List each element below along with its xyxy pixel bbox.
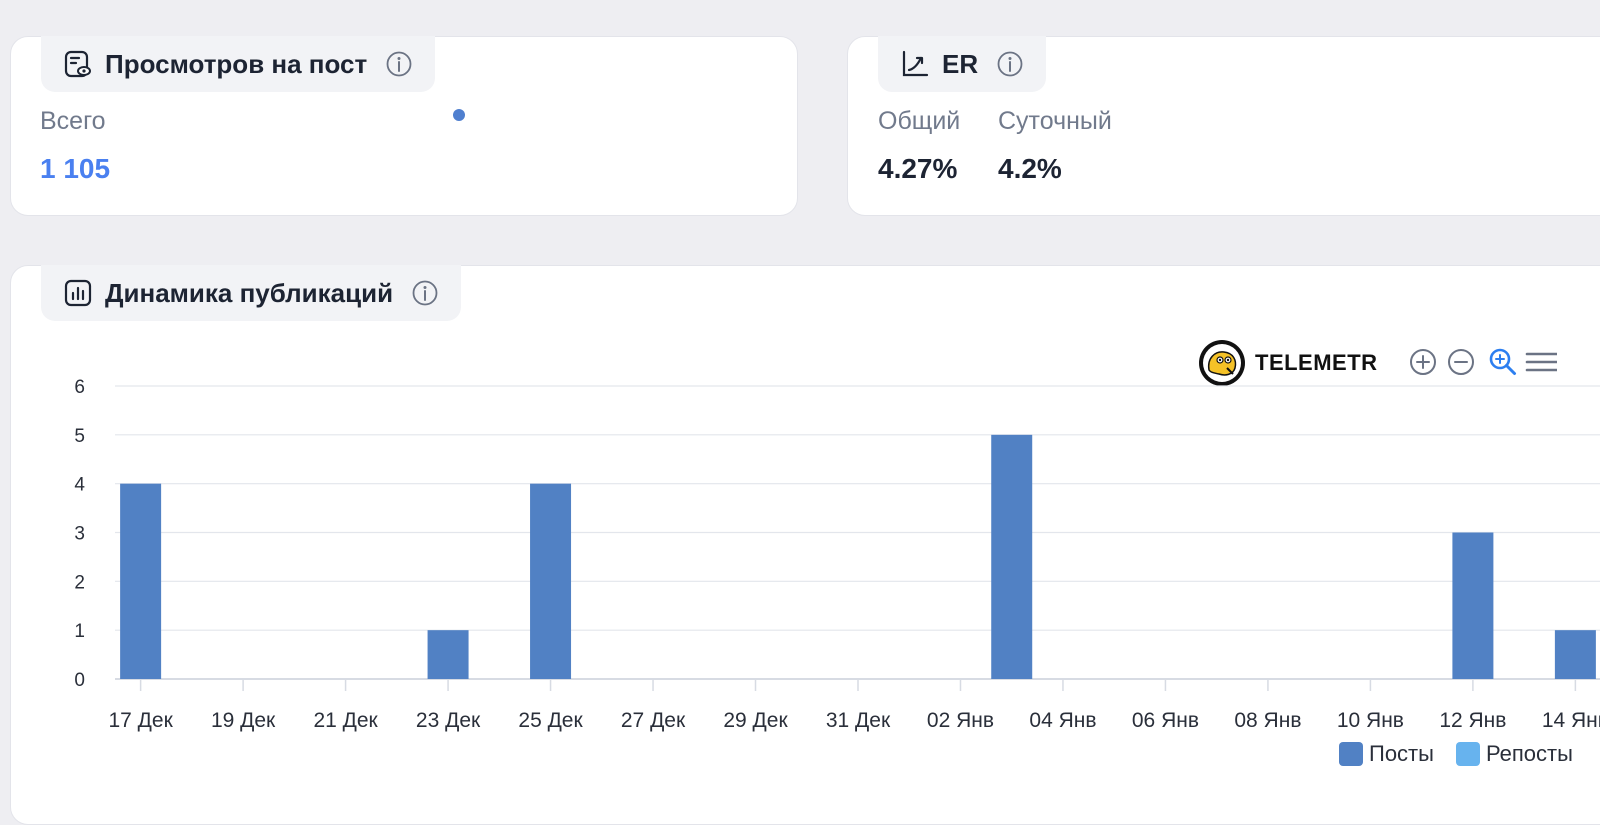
- info-icon[interactable]: [385, 50, 413, 78]
- y-tick-label: 1: [74, 621, 85, 642]
- chart-legend: Посты Репосты: [1339, 741, 1573, 767]
- er-card-header: ER: [878, 36, 1047, 92]
- chart-toolbar: TELEMETR: [1181, 336, 1600, 392]
- telemetr-mascot-icon: [1199, 340, 1245, 386]
- views-card-title: Просмотров на пост: [105, 48, 368, 79]
- selection-zoom-icon[interactable]: [1487, 346, 1519, 378]
- x-tick-label: 31 Дек: [826, 709, 891, 732]
- post-views-icon: [64, 50, 91, 78]
- x-tick-label: 02 Янв: [927, 709, 994, 732]
- legend-item-posts[interactable]: Посты: [1339, 741, 1434, 767]
- x-tick-label: 14 Янв: [1542, 709, 1600, 732]
- x-tick-label: 06 Янв: [1132, 709, 1199, 732]
- x-tick-label: 21 Дек: [313, 709, 378, 732]
- bar-posts: [530, 483, 572, 679]
- views-total-value: 1 105: [40, 153, 111, 184]
- er-total-value: 4.27%: [878, 153, 958, 184]
- er-daily-label: Суточный: [998, 107, 1112, 135]
- telemetr-logo: TELEMETR: [1197, 338, 1378, 388]
- y-tick-label: 4: [74, 475, 85, 496]
- x-tick-label: 23 Дек: [416, 709, 481, 732]
- x-tick-label: 04 Янв: [1029, 709, 1096, 732]
- y-tick-label: 2: [74, 572, 85, 593]
- x-tick-label: 10 Янв: [1337, 709, 1404, 732]
- dynamics-card-title: Динамика публикаций: [105, 277, 394, 308]
- x-tick-label: 29 Дек: [723, 709, 788, 732]
- er-card-title: ER: [942, 48, 979, 79]
- bar-posts: [427, 630, 469, 679]
- y-tick-label: 5: [74, 426, 85, 447]
- publication-dynamics-chart: 0 1 2 3 4 5 6 17 Дек 19 Дек 21 Дек 23 Дек 25 Дек 27 …: [74, 377, 1600, 732]
- legend-label-reposts: Репосты: [1485, 741, 1573, 766]
- telemetr-brand-text: TELEMETR: [1255, 350, 1378, 375]
- legend-item-reposts[interactable]: Репосты: [1455, 741, 1573, 767]
- bar-chart-icon: [64, 279, 92, 307]
- x-tick-label: 17 Дек: [108, 709, 173, 732]
- er-daily-value: 4.2%: [998, 153, 1062, 184]
- views-total-label: Всего: [40, 107, 106, 135]
- x-tick-label: 27 Дек: [621, 709, 686, 732]
- bar-posts: [991, 434, 1033, 679]
- er-card: ER Общий 4.27% Суточный 4.2%: [847, 36, 1600, 216]
- info-icon[interactable]: [411, 279, 439, 307]
- y-tick-label: 0: [74, 670, 85, 691]
- legend-swatch-posts: [1339, 742, 1363, 766]
- bar-posts: [1452, 532, 1494, 679]
- legend-swatch-reposts: [1455, 742, 1480, 766]
- x-tick-label: 12 Янв: [1439, 709, 1506, 732]
- publication-dynamics-card: Динамика публикаций TELEMETR: [10, 265, 1600, 825]
- x-tick-label: 19 Дек: [211, 709, 276, 732]
- y-tick-label: 3: [74, 524, 85, 545]
- growth-chart-icon: [902, 50, 929, 77]
- menu-icon[interactable]: [1525, 346, 1557, 378]
- zoom-out-icon[interactable]: [1445, 346, 1477, 378]
- views-per-post-card: Просмотров на пост Всего 1 105: [10, 36, 798, 216]
- dynamics-card-header: Динамика публикаций: [41, 265, 462, 321]
- x-tick-label: 08 Янв: [1234, 709, 1301, 732]
- info-icon[interactable]: [996, 50, 1024, 78]
- zoom-in-icon[interactable]: [1407, 346, 1439, 378]
- views-card-header: Просмотров на пост: [41, 36, 436, 92]
- er-total-label: Общий: [878, 107, 961, 135]
- bar-posts: [120, 483, 162, 679]
- x-tick-label: 25 Дек: [518, 709, 583, 732]
- loading-dot: [453, 109, 465, 121]
- legend-label-posts: Посты: [1369, 741, 1434, 766]
- y-tick-label: 6: [74, 377, 85, 398]
- bar-posts: [1554, 630, 1596, 679]
